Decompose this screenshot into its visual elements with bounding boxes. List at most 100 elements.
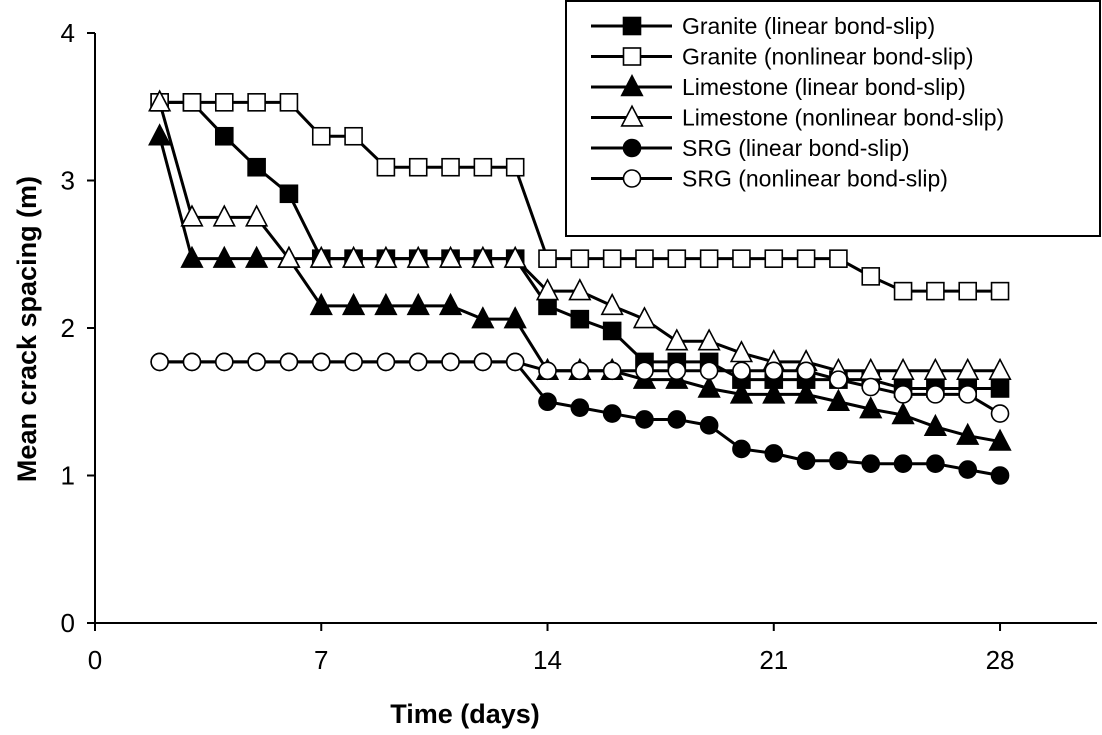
data-point-square: [796, 249, 816, 268]
data-point-triangle: [729, 381, 754, 404]
axes: 0 1 2 3 4 0 7 14 21 28: [61, 18, 1097, 675]
x-tick-label: 21: [759, 645, 788, 675]
data-point-square: [602, 321, 622, 341]
data-point-circle: [311, 352, 331, 372]
series-2: [150, 93, 1010, 301]
data-point-triangle: [891, 357, 915, 380]
data-point-triangle: [438, 292, 463, 316]
data-point-triangle: [406, 245, 430, 268]
data-point-square: [635, 249, 654, 268]
data-point-circle: [408, 352, 428, 372]
data-point-triangle: [956, 357, 980, 380]
data-point-triangle: [697, 375, 721, 398]
x-tick-label: 28: [986, 645, 1015, 675]
data-point-triangle: [245, 204, 269, 227]
data-point-square: [829, 249, 848, 268]
data-point-square: [667, 249, 687, 268]
data-point-circle: [958, 385, 978, 404]
data-point-circle: [764, 444, 784, 463]
data-point-square: [602, 249, 622, 268]
data-point-circle: [182, 352, 202, 372]
data-point-circle: [699, 416, 719, 435]
y-axis-title: Mean crack spacing (m): [12, 176, 42, 482]
data-point-circle: [247, 352, 266, 372]
data-point-square: [214, 93, 234, 112]
data-point-square: [279, 93, 299, 112]
series-4: [148, 89, 1012, 380]
data-point-square: [182, 93, 202, 112]
data-point-circle: [344, 352, 363, 372]
data-point-circle: [829, 370, 848, 389]
legend-label: Limestone (nonlinear bond-slip): [682, 105, 1004, 131]
data-point-triangle: [471, 306, 495, 329]
data-point-square: [990, 379, 1010, 398]
data-point-triangle: [632, 306, 657, 329]
data-point-square: [926, 281, 945, 301]
legend-label: SRG (linear bond-slip): [682, 135, 910, 161]
data-point-triangle: [471, 245, 495, 268]
data-point-square: [570, 309, 590, 329]
data-point-triangle: [956, 422, 980, 445]
data-point-triangle: [180, 245, 204, 268]
data-point-circle: [829, 451, 848, 471]
data-point-triangle: [697, 328, 721, 351]
data-point-circle: [893, 454, 913, 474]
data-point-square: [505, 157, 525, 177]
data-point-triangle: [620, 74, 644, 97]
data-point-square: [214, 126, 234, 146]
data-point-triangle: [503, 306, 527, 329]
series-6: [150, 352, 1010, 423]
data-point-triangle: [438, 245, 463, 268]
data-point-circle: [990, 404, 1010, 423]
data-point-circle: [570, 398, 590, 417]
data-point-triangle: [620, 104, 644, 127]
legend-label: Limestone (linear bond-slip): [682, 74, 966, 100]
y-tick-label: 3: [61, 166, 75, 196]
data-point-square: [247, 157, 266, 177]
x-tick-label: 14: [533, 645, 562, 675]
data-point-square: [408, 157, 428, 177]
data-point-circle: [635, 361, 654, 381]
data-point-circle: [622, 169, 642, 188]
data-point-square: [570, 249, 590, 268]
data-point-triangle: [988, 357, 1012, 380]
data-point-square: [376, 157, 396, 177]
data-point-square: [622, 16, 642, 36]
data-point-triangle: [212, 204, 236, 227]
data-point-square: [279, 184, 299, 204]
data-point-square: [990, 281, 1010, 301]
data-point-square: [861, 267, 881, 286]
data-point-circle: [958, 460, 978, 479]
data-point-square: [622, 47, 642, 66]
data-point-triangle: [341, 292, 366, 316]
y-tick-label: 1: [61, 461, 75, 491]
legend-label: SRG (nonlinear bond-slip): [682, 166, 948, 192]
data-point-triangle: [309, 245, 333, 268]
series-group: [148, 89, 1012, 485]
data-point-triangle: [762, 381, 786, 404]
data-point-circle: [602, 404, 622, 423]
data-point-circle: [764, 361, 784, 381]
data-point-circle: [732, 439, 751, 459]
legend-label: Granite (nonlinear bond-slip): [682, 44, 974, 70]
data-point-triangle: [245, 245, 269, 268]
data-point-square: [958, 281, 978, 301]
data-point-circle: [376, 352, 396, 372]
data-point-triangle: [988, 428, 1012, 451]
data-point-circle: [441, 352, 460, 372]
legend-item: Limestone (linear bond-slip): [591, 74, 966, 100]
y-tick-label: 0: [61, 608, 75, 638]
data-point-circle: [699, 361, 719, 381]
data-point-square: [732, 249, 751, 268]
data-point-circle: [635, 410, 654, 429]
legend: Granite (linear bond-slip) Granite (nonli…: [565, 0, 1101, 237]
y-tick-label: 2: [61, 313, 75, 343]
data-point-circle: [926, 385, 945, 404]
data-point-triangle: [665, 328, 689, 351]
data-point-circle: [861, 377, 881, 397]
data-point-circle: [150, 352, 169, 372]
data-point-square: [441, 157, 460, 177]
data-point-triangle: [568, 278, 592, 301]
data-point-circle: [279, 352, 299, 372]
